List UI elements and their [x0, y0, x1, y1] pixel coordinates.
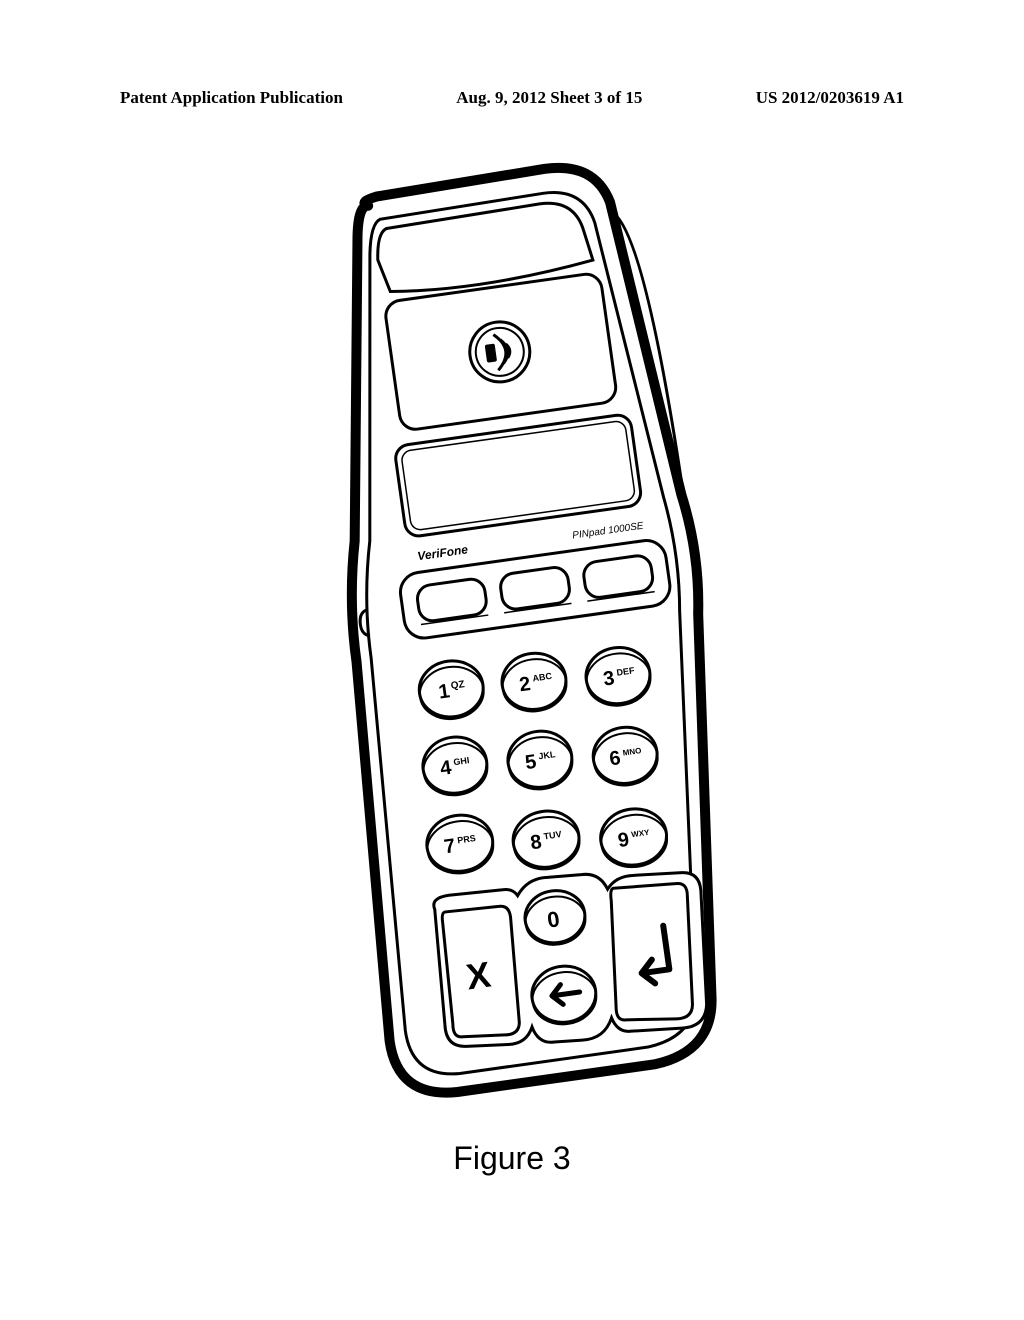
softkey-2[interactable] [499, 566, 571, 611]
softkey-3[interactable] [582, 554, 654, 599]
svg-text:QZ: QZ [450, 679, 465, 692]
figure-caption: Figure 3 [0, 1140, 1024, 1177]
figure-device-drawing: VeriFone PINpad 1000SE 1 QZ 2 ABC 3 D [0, 160, 1024, 1120]
softkey-1[interactable] [416, 577, 488, 622]
header-right: US 2012/0203619 A1 [756, 88, 904, 108]
header-left: Patent Application Publication [120, 88, 343, 108]
key-enter[interactable] [599, 878, 704, 1027]
header-center: Aug. 9, 2012 Sheet 3 of 15 [456, 88, 642, 108]
page-header: Patent Application Publication Aug. 9, 2… [120, 88, 904, 108]
